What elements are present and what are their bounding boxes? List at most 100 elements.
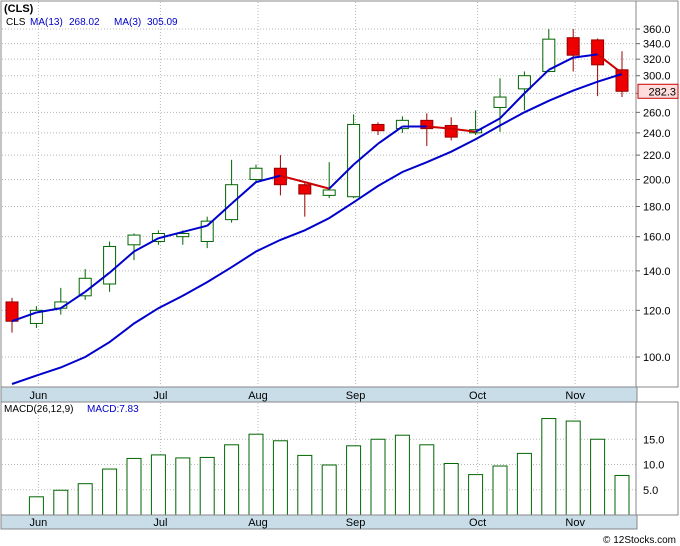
- ma3-segment: [182, 224, 208, 233]
- candle-body: [542, 38, 556, 72]
- candle-body: [322, 189, 336, 196]
- candle: [420, 113, 434, 146]
- macd-bar: [614, 474, 630, 516]
- candle-body: [176, 232, 190, 238]
- ma3-segment: [158, 230, 184, 240]
- candle: [517, 71, 531, 111]
- watermark: © 12Stocks.com: [603, 535, 676, 546]
- ma3-segment: [60, 290, 86, 310]
- ma3-segment: [499, 92, 526, 120]
- macd-bar: [516, 452, 532, 516]
- macd-bar: [468, 474, 484, 516]
- macd-bar: [77, 483, 93, 516]
- price-y-tick-label: 160.0: [643, 232, 671, 244]
- candle: [249, 164, 263, 183]
- macd-bar: [443, 462, 459, 516]
- macd-legend-params: MACD(26,12,9): [4, 404, 73, 415]
- macd-bar: [394, 434, 410, 516]
- price-y-tick-label: 320.0: [643, 54, 671, 66]
- candle-body: [444, 124, 458, 138]
- ma3-segment: [255, 174, 281, 184]
- ma3-segment: [328, 163, 355, 190]
- price-x-month-label: Jul: [153, 390, 167, 402]
- ma3-segment: [11, 311, 37, 323]
- price-gridlines: [2, 2, 636, 386]
- candle-body: [5, 301, 19, 322]
- macd-x-axis-band: [0, 514, 638, 530]
- macd-x-month-label: Oct: [469, 517, 486, 529]
- ma3-segment: [133, 237, 159, 253]
- macd-bar: [126, 457, 142, 516]
- macd-bar: [419, 444, 435, 516]
- candle: [225, 159, 239, 223]
- candle-body: [591, 39, 605, 66]
- price-x-axis-band: [0, 386, 638, 403]
- ma3-segment: [36, 307, 61, 314]
- price-y-tick-label: 260.0: [643, 107, 671, 119]
- last-price-tag: 282.3: [637, 83, 679, 99]
- candle: [493, 78, 507, 132]
- ma3-segment: [548, 56, 574, 71]
- macd-y-axis: 5.0 10.0 15.0: [635, 402, 664, 515]
- price-x-month-label: Nov: [565, 390, 585, 402]
- ma3-segment: [206, 202, 233, 227]
- price-x-month-label: Oct: [469, 390, 486, 402]
- macd-bar: [199, 456, 215, 516]
- price-y-tick-label: 220.0: [643, 150, 671, 162]
- macd-bar: [28, 496, 44, 516]
- price-x-axis: Jun Jul Aug Sep Oct Nov: [30, 390, 586, 402]
- macd-bar: [565, 420, 581, 516]
- ma3-segment: [280, 174, 306, 184]
- price-y-tick-label: 300.0: [643, 71, 671, 83]
- macd-x-axis: Jun Jul Aug Sep Oct Nov: [30, 517, 586, 529]
- legend-ticker: CLS: [6, 17, 26, 28]
- macd-bar: [321, 464, 337, 516]
- ma3-segment: [573, 53, 598, 59]
- macd-x-month-label: Sep: [346, 517, 366, 529]
- macd-bar: [492, 465, 508, 516]
- macd-bar: [370, 438, 386, 516]
- candle-body: [395, 119, 409, 130]
- candle-body: [78, 277, 92, 297]
- candle-body: [566, 37, 580, 56]
- candle-body: [298, 184, 312, 195]
- legend-ma3-value: 305.09: [147, 17, 178, 28]
- price-y-tick-label: 100.0: [643, 352, 671, 364]
- candle-body: [493, 96, 507, 108]
- macd-y-tick-label: 15.0: [643, 434, 664, 446]
- macd-bar: [346, 445, 362, 516]
- last-price-tag-box: [637, 83, 679, 99]
- ma3-segment: [523, 69, 550, 95]
- candle-body: [225, 184, 239, 221]
- ma3-segment: [108, 250, 135, 274]
- legend-ma13-name: MA(13): [30, 17, 63, 28]
- price-x-month-label: Jun: [30, 390, 48, 402]
- macd-x-month-label: Aug: [248, 517, 268, 529]
- macd-x-month-label: Jul: [153, 517, 167, 529]
- price-y-tick-label: 200.0: [643, 175, 671, 187]
- ma3-segment: [426, 125, 452, 130]
- price-x-month-label: Aug: [248, 390, 268, 402]
- macd-legend-value: MACD:7.83: [87, 404, 139, 415]
- candle-body: [127, 234, 141, 246]
- ma3-segment: [230, 181, 257, 205]
- macd-bars: [28, 418, 630, 516]
- price-panel: [0, 0, 679, 388]
- ma3-segment: [475, 117, 501, 133]
- macd-x-month-label: Jun: [30, 517, 48, 529]
- macd-bar: [590, 438, 606, 516]
- candle-body: [200, 220, 214, 243]
- macd-bar: [541, 418, 557, 516]
- legend-ma3-name: MA(3): [114, 17, 141, 28]
- ticker-symbol: (CLS): [4, 3, 34, 15]
- candle: [542, 29, 556, 73]
- price-y-tick-label: 340.0: [643, 39, 671, 51]
- ma13-line: [11, 73, 623, 385]
- price-y-tick-label: 120.0: [643, 305, 671, 317]
- macd-bar: [175, 457, 191, 516]
- candle-body: [371, 123, 385, 132]
- ma3-segment: [352, 142, 379, 166]
- legend-ma13-value: 268.02: [69, 17, 100, 28]
- price-y-tick-label: 360.0: [643, 24, 671, 36]
